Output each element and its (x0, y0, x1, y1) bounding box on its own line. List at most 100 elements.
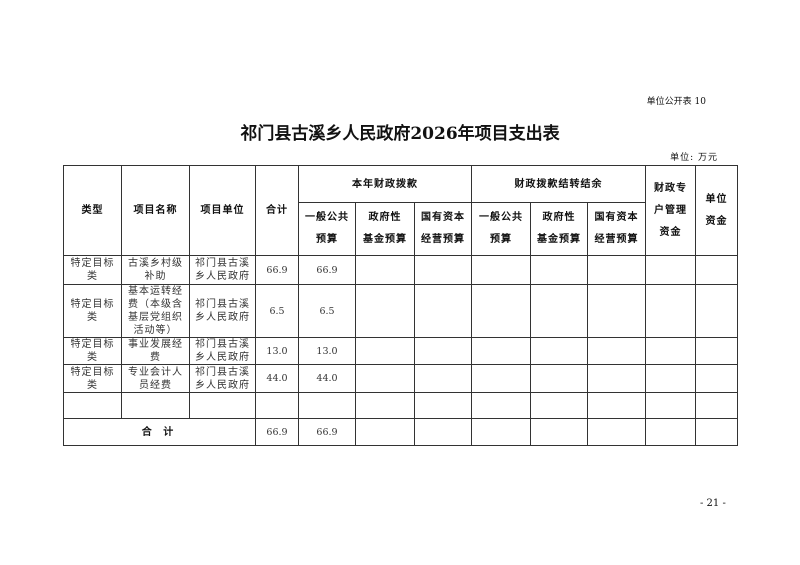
empty-cell (587, 392, 647, 419)
empty-row (63, 392, 739, 419)
header-general-budget-line-1: 一般公共 (305, 212, 349, 223)
row-total: 44.0 (255, 364, 299, 393)
empty-cell (413, 364, 473, 393)
page-number: - 21 - (700, 498, 726, 509)
row-total: 13.0 (255, 337, 299, 365)
empty-cell (355, 364, 415, 393)
row-name: 基本运转经费（本级含基层党组织活动等） (121, 284, 190, 338)
empty-cell (587, 418, 647, 446)
header-carry-gov-fund: 政府性 基金预算 (530, 202, 589, 256)
header-carry-state-capital-line-2: 经营预算 (594, 234, 639, 245)
header-total: 合计 (255, 165, 299, 256)
empty-cell (355, 255, 415, 285)
empty-cell (355, 418, 415, 446)
header-gov-fund-line-1: 政府性 (368, 212, 402, 223)
empty-cell (471, 364, 532, 393)
header-state-capital-line-1: 国有资本 (421, 212, 465, 223)
row-org: 祁门县古溪乡人民政府 (189, 255, 256, 285)
header-special-account: 财政专 户管理 资金 (645, 165, 697, 256)
sum-total: 66.9 (255, 418, 299, 446)
empty-cell (587, 337, 647, 365)
row-general: 6.5 (298, 284, 356, 338)
empty-cell (587, 284, 647, 338)
empty-cell (63, 392, 122, 419)
row-name: 事业发展经费 (121, 337, 190, 365)
row-name: 专业会计人员经费 (121, 364, 190, 393)
unit-label: 单位: 万元 (670, 153, 718, 163)
row-general: 44.0 (298, 364, 356, 393)
header-special-account-line-2: 户管理 (654, 204, 688, 216)
header-carry-gov-fund-line-2: 基金预算 (537, 234, 582, 245)
empty-cell (695, 255, 739, 285)
empty-cell (695, 364, 739, 393)
header-org: 项目单位 (189, 165, 256, 256)
empty-cell (471, 284, 532, 338)
header-carry-state-capital: 国有资本 经营预算 (587, 202, 647, 256)
header-special-account-line-3: 资金 (659, 226, 682, 238)
empty-cell (471, 337, 532, 365)
row-org: 祁门县古溪乡人民政府 (189, 284, 256, 338)
header-type: 类型 (63, 165, 122, 256)
header-own-funds-line-1: 单位 (705, 193, 728, 205)
row-general: 66.9 (298, 255, 356, 285)
empty-cell (695, 337, 739, 365)
empty-cell (530, 337, 589, 365)
empty-cell (587, 255, 647, 285)
header-current-year: 本年财政拨款 (297, 165, 473, 203)
empty-cell (471, 418, 532, 446)
row-type: 特定目标类 (63, 284, 122, 338)
empty-cell (645, 284, 697, 338)
header-name: 项目名称 (121, 165, 190, 256)
empty-cell (471, 255, 532, 285)
project-rows: 特定目标类 古溪乡村级补助 祁门县古溪乡人民政府 66.9 66.9 特定目标类 基本运转经… (63, 255, 739, 393)
header-gov-fund: 政府性 基金预算 (355, 202, 415, 256)
row-type: 特定目标类 (63, 255, 122, 285)
header-carry-general-line-2: 预算 (490, 234, 513, 245)
sum-general: 66.9 (298, 418, 356, 446)
empty-cell (530, 255, 589, 285)
header-carry-state-capital-line-1: 国有资本 (594, 212, 639, 223)
empty-cell (695, 418, 739, 446)
empty-cell (695, 284, 739, 338)
header-own-funds-line-2: 资金 (705, 215, 728, 227)
table-number: 单位公开表 10 (646, 97, 706, 107)
page-title: 祁门县古溪乡人民政府2026年项目支出表 (240, 124, 560, 144)
header-general-budget-line-2: 预算 (316, 234, 338, 245)
row-name: 古溪乡村级补助 (121, 255, 190, 285)
empty-cell (298, 392, 356, 419)
empty-cell (645, 418, 697, 446)
empty-cell (413, 392, 473, 419)
empty-cell (471, 392, 532, 419)
empty-cell (645, 392, 697, 419)
header-own-funds: 单位 资金 (695, 165, 739, 256)
empty-cell (189, 392, 256, 419)
row-type: 特定目标类 (63, 364, 122, 393)
empty-cell (355, 284, 415, 338)
row-type: 特定目标类 (63, 337, 122, 365)
table-row: 特定目标类 基本运转经费（本级含基层党组织活动等） 祁门县古溪乡人民政府 6.5 6.5 (63, 284, 739, 338)
table-row: 特定目标类 专业会计人员经费 祁门县古溪乡人民政府 44.0 44.0 (63, 364, 739, 393)
empty-cell (413, 255, 473, 285)
empty-cell (255, 392, 299, 419)
table-row: 特定目标类 古溪乡村级补助 祁门县古溪乡人民政府 66.9 66.9 (63, 255, 739, 285)
empty-cell (645, 255, 697, 285)
empty-cell (645, 364, 697, 393)
empty-cell (587, 364, 647, 393)
table-row: 特定目标类 事业发展经费 祁门县古溪乡人民政府 13.0 13.0 (63, 337, 739, 365)
empty-cell (645, 337, 697, 365)
header-state-capital-line-2: 经营预算 (421, 234, 465, 245)
row-org: 祁门县古溪乡人民政府 (189, 337, 256, 365)
empty-cell (413, 418, 473, 446)
empty-cell (530, 418, 589, 446)
empty-cell (355, 392, 415, 419)
empty-cell (121, 392, 190, 419)
header-state-capital: 国有资本 经营预算 (413, 202, 473, 256)
header-carry-gov-fund-line-1: 政府性 (542, 212, 576, 223)
empty-cell (413, 284, 473, 338)
row-general: 13.0 (298, 337, 356, 365)
empty-cell (530, 364, 589, 393)
empty-cell (530, 284, 589, 338)
row-org: 祁门县古溪乡人民政府 (189, 364, 256, 393)
sum-label: 合 计 (63, 418, 256, 446)
project-expenditure-table: 类型 项目名称 项目单位 合计 本年财政拨款 财政拨款结转结余 财政专 户管理 资金… (63, 165, 739, 446)
